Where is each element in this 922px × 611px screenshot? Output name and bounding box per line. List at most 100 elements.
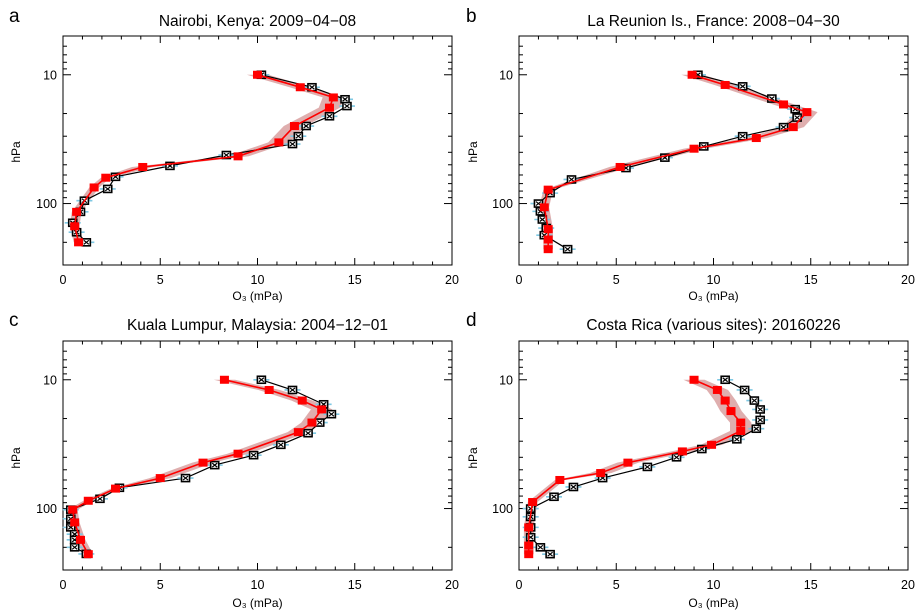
model-point bbox=[274, 138, 284, 147]
obs-point-cross bbox=[757, 417, 764, 423]
x-tick-label: 20 bbox=[901, 578, 915, 592]
model-point bbox=[138, 162, 148, 171]
model-point bbox=[677, 447, 687, 456]
y-tick-label: 10 bbox=[499, 373, 513, 387]
obs-point-cross bbox=[289, 387, 296, 393]
model-point bbox=[101, 173, 111, 182]
y-tick-label: 100 bbox=[36, 197, 57, 211]
obs-point-cross bbox=[71, 544, 78, 550]
model-uncertainty-band bbox=[67, 379, 333, 555]
model-point bbox=[802, 108, 812, 117]
panel-a: a Nairobi, Kenya: 2009−04−08 0 5 10 15 20 10 1… bbox=[9, 6, 459, 303]
model-point bbox=[687, 70, 697, 79]
x-tick-label: 0 bbox=[516, 273, 523, 287]
plot-area: 0 5 10 15 20 10 100 bbox=[492, 35, 915, 287]
model-point bbox=[317, 405, 327, 414]
model-point bbox=[543, 185, 553, 194]
y-axis-label: hPa bbox=[466, 141, 480, 163]
model-series-line bbox=[527, 379, 742, 555]
model-point bbox=[74, 238, 84, 247]
x-tick-label: 10 bbox=[251, 273, 265, 287]
obs-point-cross bbox=[344, 103, 350, 109]
x-tick-label: 20 bbox=[901, 273, 915, 287]
model-point bbox=[68, 505, 78, 514]
x-tick-label: 10 bbox=[707, 578, 721, 592]
obs-point-cross bbox=[673, 454, 680, 460]
panel-title: Nairobi, Kenya: 2009−04−08 bbox=[159, 13, 356, 30]
model-point bbox=[293, 428, 303, 437]
x-axis-label: O₃ (mPa) bbox=[688, 289, 738, 303]
x-axis-label: O₃ (mPa) bbox=[232, 289, 282, 303]
model-point bbox=[233, 449, 243, 458]
model-point bbox=[543, 225, 553, 234]
panel-b: b La Reunion Is., France: 2008−04−30 0 5 1… bbox=[466, 6, 915, 303]
obs-point-cross bbox=[326, 113, 333, 119]
obs-point-cross bbox=[223, 152, 230, 158]
model-point bbox=[596, 469, 606, 478]
obs-point-cross bbox=[570, 484, 577, 490]
model-point bbox=[219, 375, 229, 384]
model-point bbox=[779, 100, 789, 109]
obs-point-cross bbox=[551, 494, 557, 500]
model-point bbox=[720, 396, 730, 405]
obs-point-cross bbox=[305, 430, 311, 436]
x-tick-label: 0 bbox=[516, 578, 523, 592]
model-point bbox=[307, 418, 317, 427]
obs-point-cross bbox=[258, 377, 265, 383]
y-tick-label: 10 bbox=[43, 68, 57, 82]
x-tick-label: 10 bbox=[251, 578, 265, 592]
x-axis-label: O₃ (mPa) bbox=[688, 596, 738, 610]
obs-point-cross bbox=[739, 83, 746, 89]
x-tick-label: 15 bbox=[348, 578, 362, 592]
x-tick-label: 5 bbox=[613, 273, 620, 287]
y-tick-label: 10 bbox=[43, 373, 57, 387]
model-point bbox=[528, 498, 538, 507]
obs-point-cross bbox=[644, 464, 651, 470]
model-point bbox=[328, 93, 338, 102]
obs-point-cross bbox=[547, 551, 553, 557]
x-axis-label: O₃ (mPa) bbox=[232, 596, 282, 610]
x-tick-label: 5 bbox=[157, 578, 164, 592]
model-point bbox=[736, 427, 746, 436]
panel-letter: a bbox=[9, 6, 20, 27]
x-tick-label: 10 bbox=[707, 273, 721, 287]
obs-point-cross bbox=[751, 398, 758, 404]
model-point bbox=[70, 222, 80, 231]
model-point bbox=[524, 523, 534, 532]
obs-point-cross bbox=[342, 96, 348, 102]
obs-point-cross bbox=[739, 133, 746, 139]
obs-point-cross bbox=[316, 420, 323, 426]
obs-point-cross bbox=[71, 531, 78, 537]
model-point bbox=[689, 144, 699, 153]
obs-point-cross bbox=[104, 186, 111, 192]
obs-point-cross bbox=[328, 411, 335, 417]
model-point bbox=[76, 535, 86, 544]
model-point bbox=[543, 235, 553, 244]
obs-point-cross bbox=[295, 133, 302, 139]
model-point bbox=[720, 80, 730, 89]
y-tick-label: 100 bbox=[492, 502, 513, 516]
model-point bbox=[155, 474, 165, 483]
model-point bbox=[111, 484, 121, 493]
model-point bbox=[623, 458, 633, 467]
obs-point-cross bbox=[568, 176, 575, 182]
x-tick-label: 5 bbox=[157, 273, 164, 287]
obs-point-cross bbox=[277, 442, 284, 448]
panel-title: Costa Rica (various sites): 20160226 bbox=[586, 317, 840, 334]
obs-point-cross bbox=[794, 115, 801, 121]
y-tick-label: 10 bbox=[499, 68, 513, 82]
y-axis-label: hPa bbox=[9, 447, 23, 469]
obs-series-line bbox=[72, 74, 348, 243]
model-point bbox=[712, 385, 722, 394]
x-tick-label: 0 bbox=[60, 273, 67, 287]
x-tick-label: 0 bbox=[60, 578, 67, 592]
plot-frame bbox=[518, 35, 909, 266]
obs-point-cross bbox=[97, 496, 103, 502]
model-point bbox=[555, 475, 565, 484]
model-point bbox=[524, 550, 534, 559]
obs-point-cross bbox=[564, 246, 571, 252]
x-tick-label: 20 bbox=[445, 273, 459, 287]
obs-point-cross bbox=[537, 544, 544, 550]
model-point bbox=[253, 70, 262, 79]
model-point bbox=[543, 245, 553, 254]
